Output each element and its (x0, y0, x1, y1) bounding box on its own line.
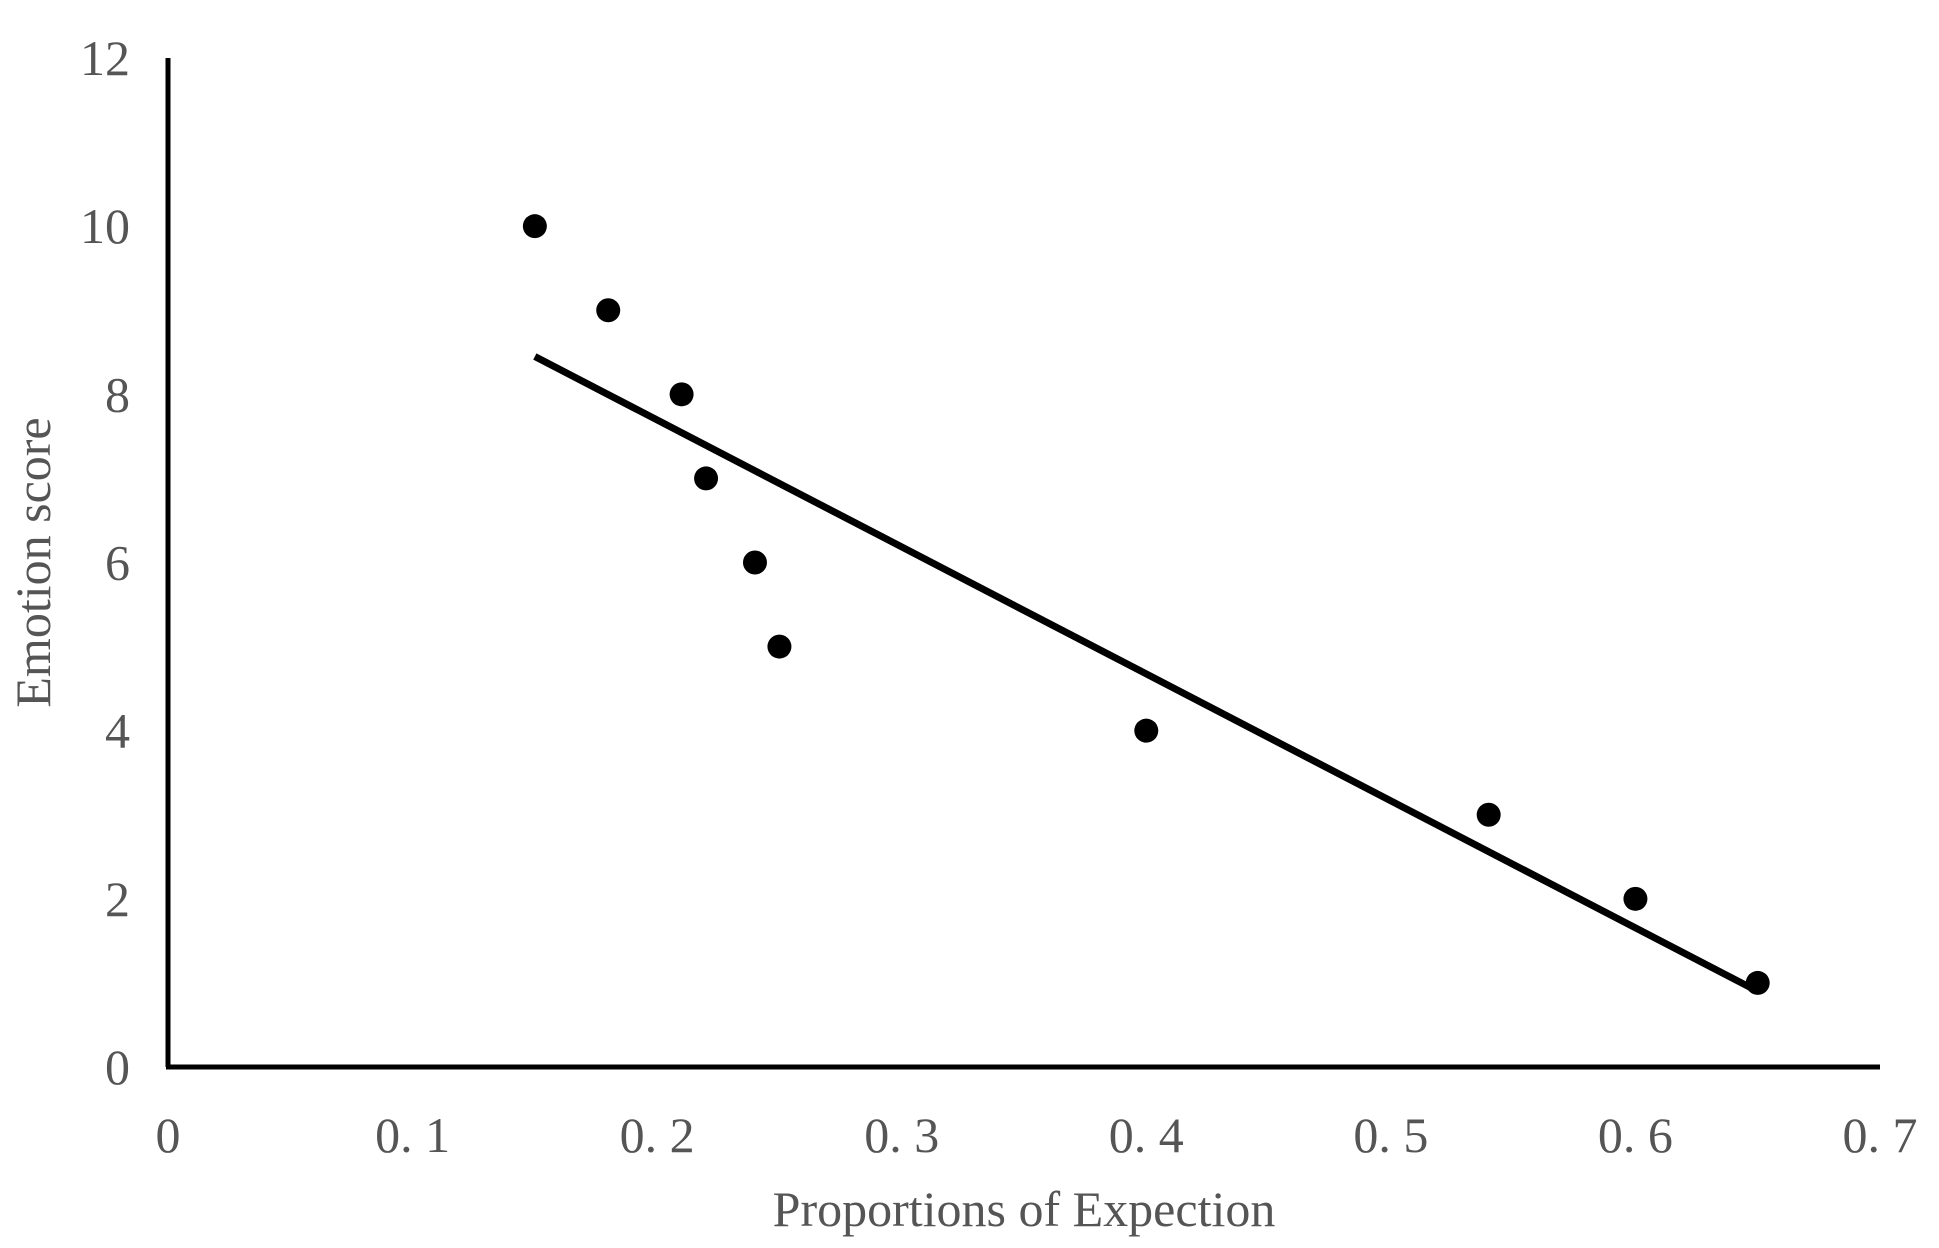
data-point (1476, 802, 1501, 827)
trendline (533, 353, 1760, 995)
data-point (522, 214, 547, 239)
x-tick-label: 0. 7 (1843, 1107, 1918, 1163)
x-tick-labels: 0 0. 1 0. 2 0. 3 0. 4 0. 5 0. 6 0. 7 (156, 1107, 1918, 1163)
y-tick-label: 2 (105, 871, 130, 927)
data-point (1134, 718, 1159, 743)
data-point (742, 550, 767, 575)
y-tick-label: 10 (80, 198, 130, 254)
x-tick-label: 0 (156, 1107, 181, 1163)
x-tick-label: 0. 2 (620, 1107, 695, 1163)
x-tick-label: 0. 5 (1353, 1107, 1428, 1163)
y-tick-labels: 0 2 4 6 8 10 12 (80, 30, 130, 1095)
x-tick-label: 0. 4 (1109, 1107, 1184, 1163)
y-tick-label: 0 (105, 1039, 130, 1095)
data-point (1745, 970, 1770, 995)
y-tick-label: 12 (80, 30, 130, 86)
y-tick-label: 6 (105, 535, 130, 591)
y-axis-title: Emotion score (5, 417, 61, 707)
x-tick-label: 0. 3 (864, 1107, 939, 1163)
data-point (1623, 886, 1648, 911)
data-point (767, 634, 792, 659)
y-tick-label: 8 (105, 366, 130, 422)
data-point (694, 466, 719, 491)
data-point (669, 382, 694, 407)
x-axis-title: Proportions of Expection (773, 1181, 1276, 1237)
x-tick-label: 0. 6 (1598, 1107, 1673, 1163)
y-tick-label: 4 (105, 703, 130, 759)
data-point (596, 298, 621, 323)
data-points (522, 214, 1770, 995)
x-tick-label: 0. 1 (375, 1107, 450, 1163)
plot-area: 0 2 4 6 8 10 12 0 0. 1 0. 2 0. 3 0. 4 0. 5 0. 6 0. 7 (80, 30, 1918, 1163)
